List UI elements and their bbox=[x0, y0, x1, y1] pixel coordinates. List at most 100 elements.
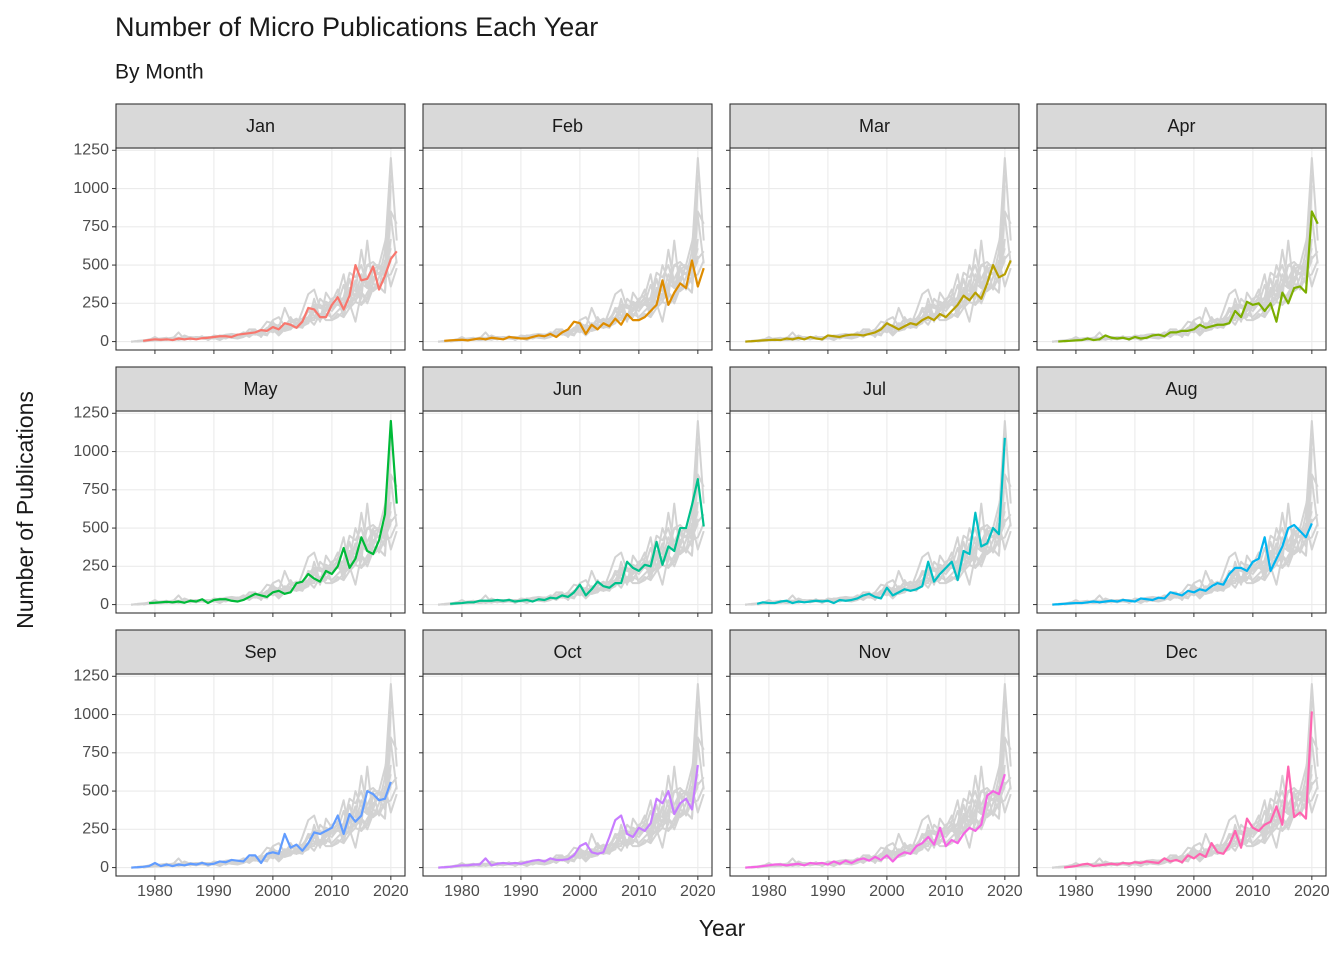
y-tick-label: 250 bbox=[82, 295, 109, 312]
x-tick-label: 2000 bbox=[869, 883, 905, 900]
panel: Jun bbox=[419, 366, 713, 617]
strip bbox=[729, 103, 1020, 149]
strip bbox=[115, 103, 406, 149]
y-tick-label: 1000 bbox=[73, 443, 109, 460]
strip-label: Oct bbox=[553, 642, 581, 662]
y-tick-label: 500 bbox=[82, 256, 109, 273]
y-tick-label: 500 bbox=[82, 782, 109, 799]
series-line bbox=[438, 764, 699, 869]
strip-label: Nov bbox=[858, 642, 890, 662]
strip bbox=[422, 103, 713, 149]
strip-label: Feb bbox=[552, 116, 583, 136]
context-line bbox=[1052, 764, 1313, 869]
series-line bbox=[148, 419, 398, 605]
y-tick-label: 1250 bbox=[73, 142, 109, 159]
x-tick-label: 2020 bbox=[1294, 883, 1330, 900]
strip bbox=[729, 629, 1020, 675]
strip bbox=[1036, 103, 1327, 149]
strip bbox=[115, 629, 406, 675]
strip-label: Apr bbox=[1167, 116, 1195, 136]
series-line bbox=[444, 259, 705, 342]
y-tick-label: 1250 bbox=[73, 405, 109, 422]
y-tick-label: 250 bbox=[82, 821, 109, 838]
x-tick-label: 2020 bbox=[987, 883, 1023, 900]
panel: 1980 1990 2000 2010 2020 Dec bbox=[1033, 629, 1330, 900]
panel: 0 250 500 750 1000 1250 May bbox=[73, 366, 406, 617]
y-tick-label: 0 bbox=[100, 859, 109, 876]
x-tick-label: 1990 bbox=[1117, 883, 1153, 900]
panel: 0 250 500 750 1000 1250 1980 1990 2000 2010 2020 Se… bbox=[73, 629, 409, 900]
context-line bbox=[1052, 238, 1313, 343]
strip-label: Jun bbox=[553, 379, 582, 399]
strip bbox=[115, 366, 406, 412]
panel: 1980 1990 2000 2010 2020 Nov bbox=[726, 629, 1023, 900]
strip-label: Jan bbox=[246, 116, 275, 136]
y-tick-label: 750 bbox=[82, 481, 109, 498]
y-tick-label: 1000 bbox=[73, 180, 109, 197]
x-tick-label: 2000 bbox=[1176, 883, 1212, 900]
y-axis-title: Number of Publications bbox=[12, 391, 38, 629]
context-line bbox=[438, 238, 699, 343]
series-line bbox=[745, 773, 1006, 869]
strip bbox=[1036, 366, 1327, 412]
y-tick-label: 0 bbox=[100, 596, 109, 613]
strip bbox=[422, 366, 713, 412]
x-tick-label: 2000 bbox=[562, 883, 598, 900]
strip-label: Mar bbox=[859, 116, 890, 136]
strip-label: Sep bbox=[244, 642, 276, 662]
strip-label: Dec bbox=[1165, 642, 1197, 662]
x-tick-label: 2020 bbox=[680, 883, 716, 900]
panel: 1980 1990 2000 2010 2020 Oct bbox=[419, 629, 716, 900]
y-tick-label: 250 bbox=[82, 558, 109, 575]
strip-label: May bbox=[243, 379, 277, 399]
series-line bbox=[131, 781, 392, 869]
panel: Apr bbox=[1033, 103, 1327, 354]
context-line bbox=[1064, 185, 1313, 343]
panel: Aug bbox=[1033, 366, 1327, 617]
context-line bbox=[131, 238, 392, 343]
y-tick-label: 500 bbox=[82, 519, 109, 536]
y-tick-label: 750 bbox=[82, 744, 109, 761]
series-line bbox=[450, 478, 705, 605]
series-line bbox=[745, 260, 1012, 343]
context-line bbox=[745, 764, 1006, 869]
series-line bbox=[1063, 711, 1313, 869]
x-tick-label: 1980 bbox=[444, 883, 480, 900]
x-tick-label: 2000 bbox=[255, 883, 291, 900]
y-tick-label: 750 bbox=[82, 218, 109, 235]
y-tick-label: 1000 bbox=[73, 706, 109, 723]
strip-label: Aug bbox=[1165, 379, 1197, 399]
x-tick-label: 1990 bbox=[196, 883, 232, 900]
x-tick-label: 2010 bbox=[1235, 883, 1271, 900]
panel: Mar bbox=[726, 103, 1020, 354]
strip bbox=[422, 629, 713, 675]
series-line bbox=[756, 437, 1006, 605]
context-line bbox=[143, 448, 392, 606]
x-tick-label: 1990 bbox=[810, 883, 846, 900]
x-tick-label: 1990 bbox=[503, 883, 539, 900]
chart-subtitle: By Month bbox=[115, 61, 204, 84]
y-tick-label: 1250 bbox=[73, 668, 109, 685]
series-line bbox=[1058, 210, 1319, 343]
x-tick-label: 2010 bbox=[621, 883, 657, 900]
panel: Feb bbox=[419, 103, 713, 354]
x-tick-label: 2010 bbox=[314, 883, 350, 900]
context-line bbox=[131, 764, 392, 869]
x-tick-label: 1980 bbox=[1058, 883, 1094, 900]
panel: 0 250 500 750 1000 1250 Jan bbox=[73, 103, 406, 354]
strip bbox=[1036, 629, 1327, 675]
panel: Jul bbox=[726, 366, 1020, 617]
strip-label: Jul bbox=[863, 379, 886, 399]
x-tick-label: 2010 bbox=[928, 883, 964, 900]
series-line bbox=[1052, 523, 1313, 606]
x-tick-label: 2020 bbox=[373, 883, 409, 900]
x-tick-label: 1980 bbox=[751, 883, 787, 900]
strip bbox=[729, 366, 1020, 412]
x-axis-title: Year bbox=[699, 915, 746, 941]
series-line bbox=[142, 250, 398, 342]
x-tick-label: 1980 bbox=[137, 883, 173, 900]
y-tick-label: 0 bbox=[100, 333, 109, 350]
chart-title: Number of Micro Publications Each Year bbox=[115, 12, 598, 42]
